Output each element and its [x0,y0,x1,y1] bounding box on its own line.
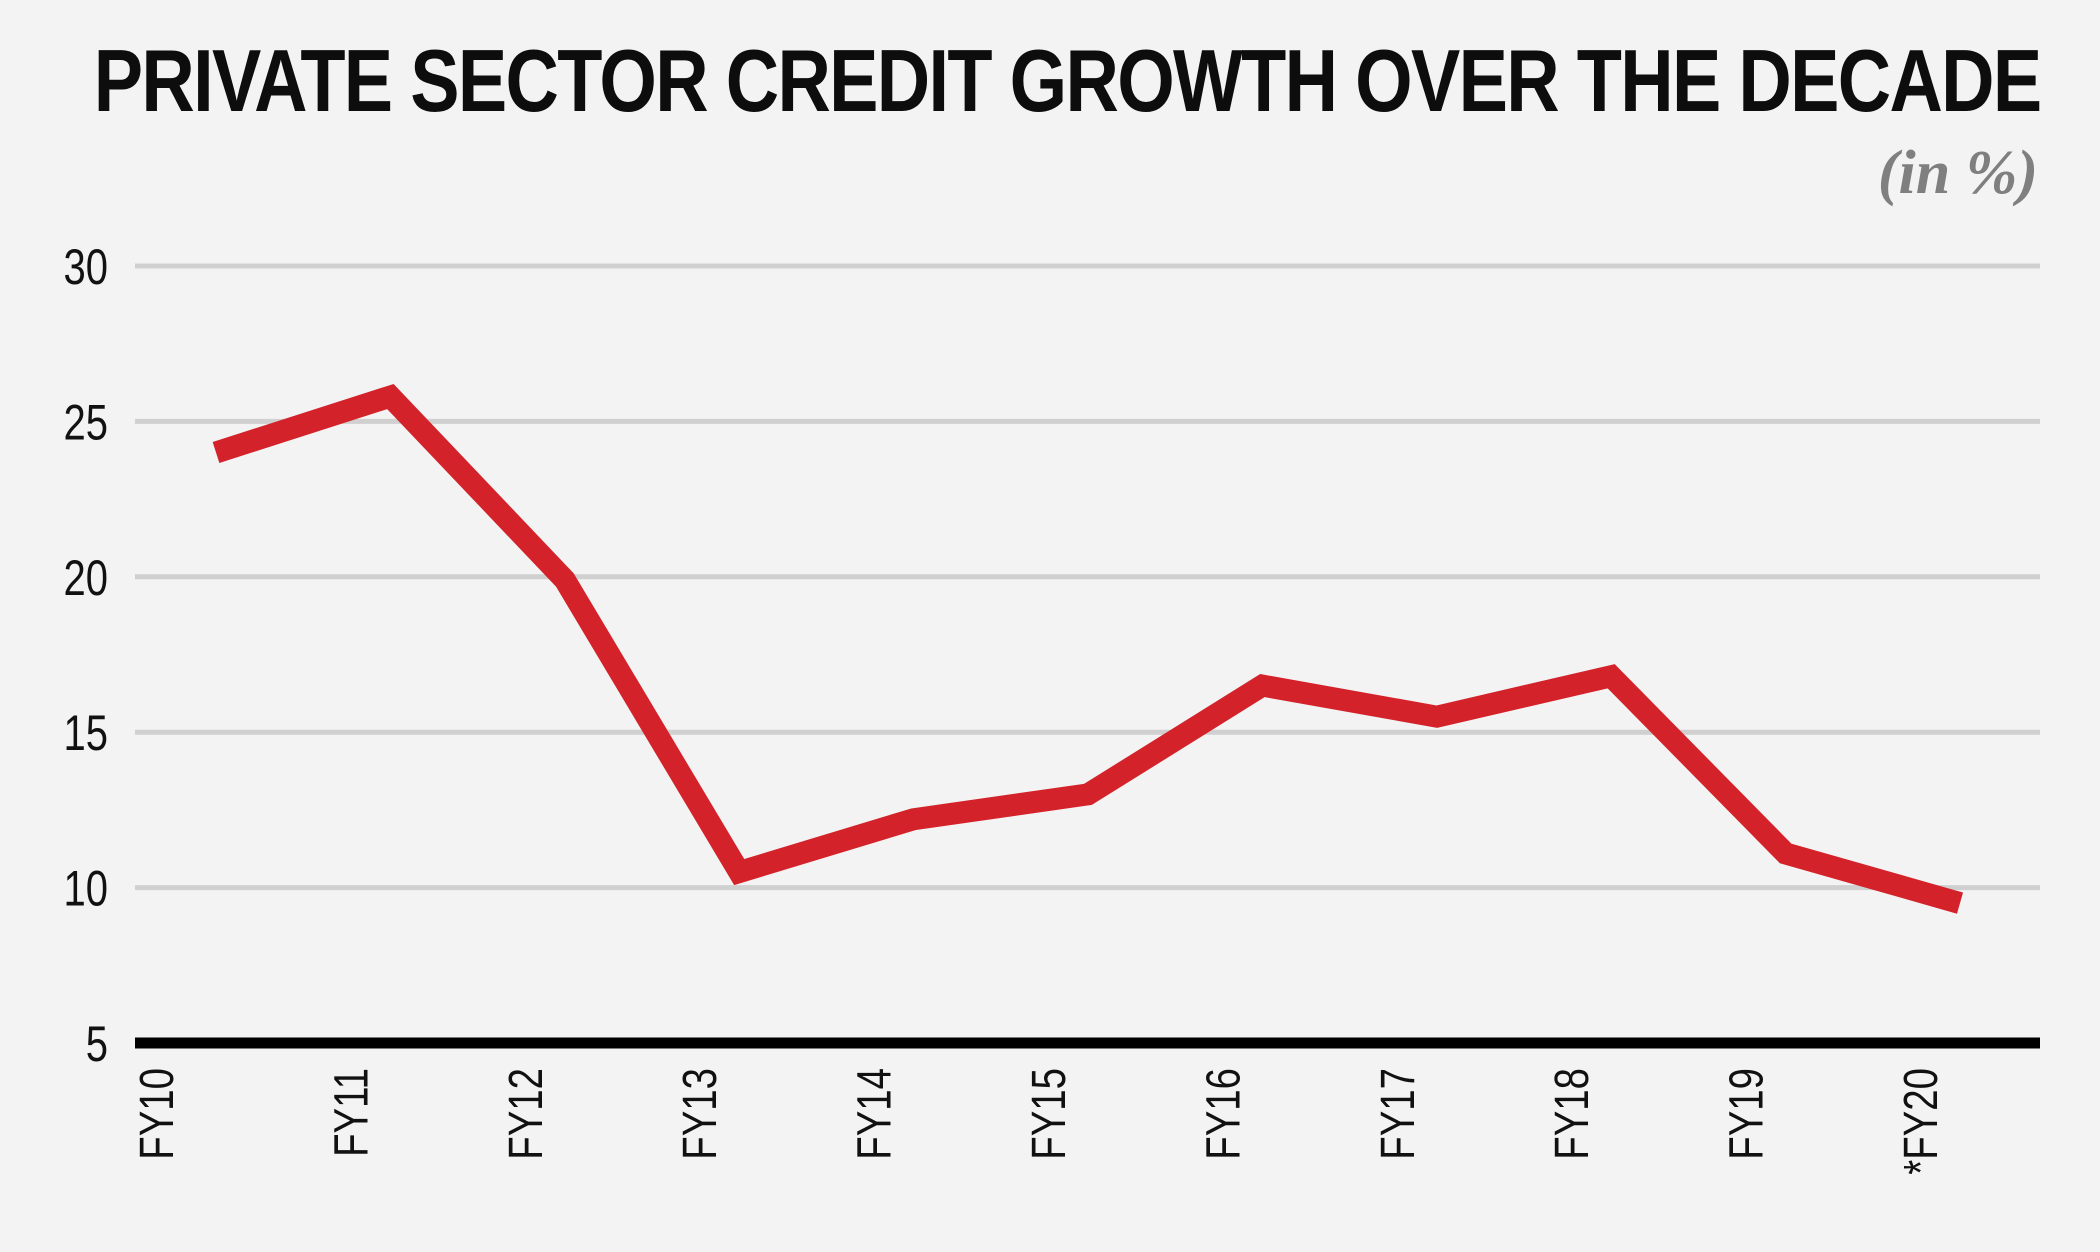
y-tick-label: 15 [64,705,108,761]
x-tick-label: FY16 [1197,1068,1250,1160]
x-tick-label: FY13 [674,1068,727,1160]
y-tick-label: 30 [64,239,108,295]
x-tick-label: FY18 [1546,1068,1599,1160]
x-tick-label: *FY20 [1895,1068,1948,1175]
x-tick-label: FY11 [325,1068,378,1157]
y-tick-label: 20 [64,550,108,606]
chart-subtitle: (in %) [1877,139,2038,207]
x-tick-label: FY15 [1023,1068,1076,1160]
x-tick-label: FY14 [849,1068,902,1160]
x-tick-label: FY17 [1372,1068,1425,1160]
y-tick-label: 25 [64,394,108,450]
x-tick-label: FY12 [500,1068,553,1160]
x-tick-label: FY19 [1721,1068,1774,1160]
series-line [212,383,1964,914]
y-tick-label: 5 [86,1016,108,1072]
chart-title: PRIVATE SECTOR CREDIT GROWTH OVER THE DE… [93,31,2041,130]
y-tick-label: 10 [64,860,108,916]
x-tick-label: FY10 [131,1068,184,1160]
